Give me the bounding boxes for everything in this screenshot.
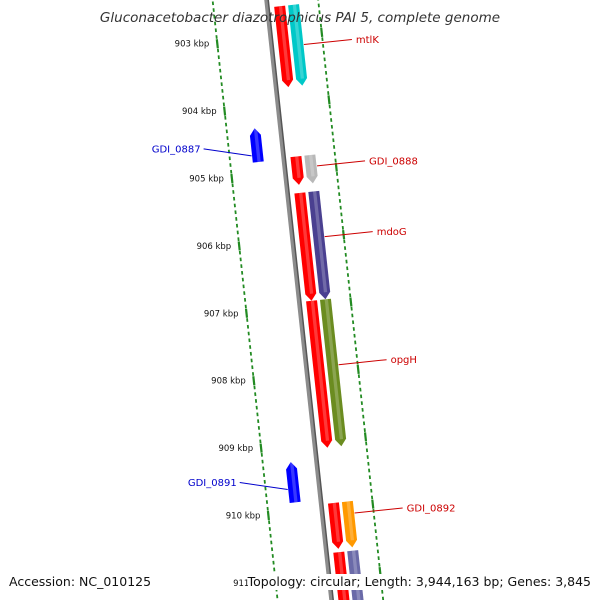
kbp-scale-label: 907 kbp [204, 309, 239, 319]
cds-arrow-mtlk-highlight [278, 6, 291, 81]
kbp-scale-label: 906 kbp [197, 242, 232, 252]
cds-arrow-gdi-0892 [327, 502, 344, 549]
gene-label-mdog: mdoG [377, 227, 407, 238]
gene-arrow-mtlk-highlight [292, 4, 305, 79]
gene-label-leader [354, 507, 403, 514]
kbp-scale-label: 909 kbp [218, 444, 253, 454]
cds-arrow-mdog-highlight [299, 192, 314, 294]
gene-arrow-gdi-0891-highlight [289, 461, 298, 503]
gene-arrow-gdi-0892 [341, 500, 358, 548]
outer-scale-major-tick [327, 95, 331, 105]
genome-summary-text: Topology: circular; Length: 3,944,163 bp… [247, 574, 591, 590]
inner-scale-major-tick [237, 241, 241, 251]
gene-label-leader [338, 359, 387, 366]
gene-arrow-mtlk [288, 4, 308, 86]
inner-scale-major-tick [230, 173, 234, 184]
gene-mtlk [274, 4, 308, 88]
map-title: Gluconacetobacter diazotrophicus PAI 5, … [99, 10, 501, 26]
gene-arrow-opgh [319, 298, 347, 447]
genome-backbone [264, 0, 333, 600]
gene-label-leader [303, 39, 352, 46]
outer-scale-major-tick [349, 297, 353, 307]
cds-arrow-opgh [306, 300, 333, 448]
gene-arrow-gdi-0891 [286, 461, 301, 503]
outer-scale-major-tick [356, 364, 360, 374]
inner-scale-major-tick [266, 510, 270, 521]
outer-scale-major-tick [363, 432, 368, 442]
gene-label-gdi-0892: GDI_0892 [407, 503, 456, 514]
gene-label-gdi-0887: GDI_0887 [152, 144, 201, 155]
kbp-scale-label: 903 kbp [175, 40, 210, 50]
gene-label-gdi-0888: GDI_0888 [369, 156, 418, 167]
kbp-scale-label: 905 kbp [189, 175, 224, 185]
cds-arrow-mdog [294, 192, 317, 301]
gene-gdi-0888 [290, 154, 318, 185]
gene-label-leader [203, 148, 252, 157]
gene-arrow-gdi-0892-highlight [346, 501, 355, 541]
inner-scale-major-tick [223, 106, 227, 116]
gene-gdi-0892 [327, 500, 358, 549]
label-layer: 903 kbp 904 kbp 905 kbp 906 kbp 907 kbp 908 k… [152, 35, 456, 589]
inner-scale-major-tick [244, 308, 249, 318]
outer-scale-major-tick [371, 499, 375, 509]
gene-mdog [294, 190, 331, 301]
gene-arrow-gdi-0887 [249, 128, 264, 163]
gene-label-leader [324, 231, 373, 238]
gene-gdi-0887 [249, 128, 264, 163]
gene-arrow-mdog-highlight [312, 191, 328, 293]
cds-arrow-gdi-0888-highlight [295, 156, 301, 178]
gene-label-leader [239, 482, 288, 491]
inner-scale-major-tick [252, 376, 256, 386]
gene-arrow-gdi-0888 [304, 154, 318, 184]
outer-scale-major-tick [320, 27, 324, 37]
gene-arrow-opgh-highlight [324, 299, 344, 440]
inner-scale-major-tick [215, 39, 219, 49]
cds-arrow-opgh-highlight [310, 300, 330, 441]
gene-label-gdi-0891: GDI_0891 [188, 478, 237, 489]
gene-opgh [306, 298, 347, 448]
cds-arrow-mtlk [274, 5, 294, 88]
kbp-scale-label: 910 kbp [226, 512, 261, 522]
kbp-scale-label: 904 kbp [182, 107, 217, 117]
accession-text: Accession: NC_010125 [9, 574, 152, 590]
gene-label-opgh: opgH [391, 355, 417, 366]
gene-gdi-0891 [286, 461, 301, 503]
cds-arrow-gdi-0892-highlight [332, 502, 341, 542]
gene-arrow-gdi-0888-highlight [309, 154, 315, 177]
cds-arrow-gdi-0888 [290, 155, 304, 185]
kbp-scale-label: 908 kbp [211, 377, 246, 387]
gene-label-mtlk: mtlK [356, 35, 379, 46]
gene-label-leader [316, 160, 366, 167]
gene-arrow-gdi-0887-highlight [253, 128, 261, 163]
inner-scale-major-tick [259, 443, 263, 453]
backbone-layer [264, 0, 334, 600]
gene-arrow-mdog [308, 190, 331, 300]
